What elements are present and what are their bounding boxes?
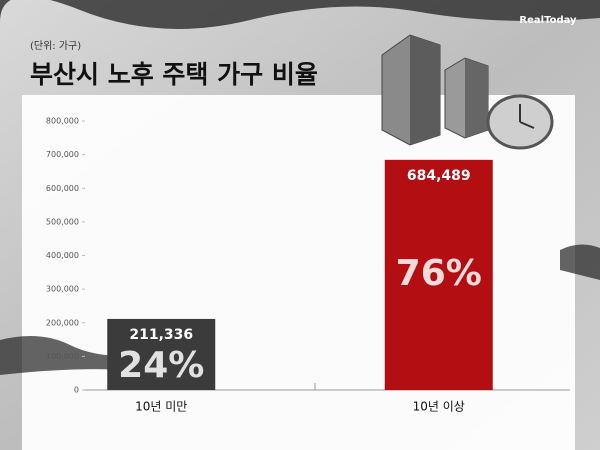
y-tick-label: 600,000 (46, 184, 79, 193)
torn-edge (0, 0, 600, 29)
y-tick-label: 0 (74, 386, 79, 395)
y-tick-label: 500,000 (46, 217, 79, 226)
y-tick-label: 300,000 (46, 285, 79, 294)
x-tick-label: 10년 미만 (135, 400, 187, 414)
y-tick-label: 200,000 (46, 318, 79, 327)
decoration (381, 34, 554, 150)
y-tick-label: 100,000 (46, 352, 79, 361)
torn-edge (560, 244, 600, 280)
bar (107, 318, 216, 390)
percent-label: 76% (396, 253, 482, 294)
percent-label: 24% (118, 345, 204, 386)
value-label: 211,336 (129, 327, 193, 343)
bar (384, 159, 493, 390)
y-tick-label: 700,000 (46, 150, 79, 159)
value-label: 684,489 (407, 168, 471, 184)
chart-title: 부산시 노후 주택 가구 비율 (30, 60, 318, 89)
brand: RealToday (519, 15, 577, 26)
unit-note: (단위: 가구) (30, 39, 81, 52)
y-tick-label: 800,000 (46, 117, 79, 126)
y-tick-label: 400,000 (46, 251, 79, 260)
x-tick-label: 10년 이상 (413, 400, 465, 414)
